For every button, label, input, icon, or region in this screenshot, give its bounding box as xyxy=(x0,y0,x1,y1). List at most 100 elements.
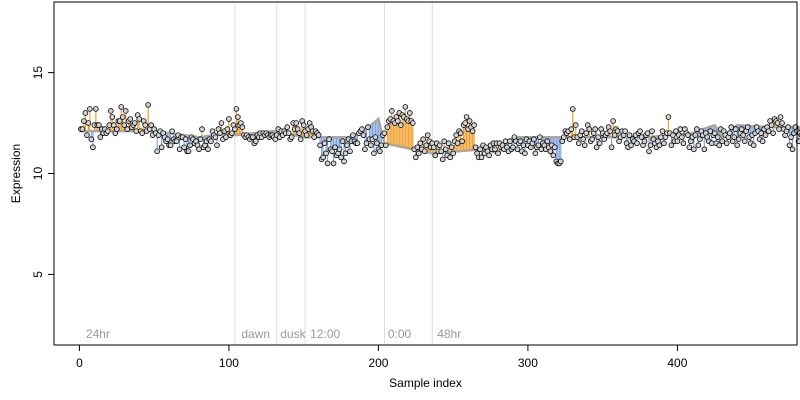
data-point xyxy=(199,126,205,132)
data-point xyxy=(223,134,229,140)
data-point xyxy=(628,142,634,149)
data-point xyxy=(106,122,113,128)
data-point xyxy=(448,144,455,151)
data-point xyxy=(768,122,775,128)
data-point xyxy=(250,134,256,140)
data-point xyxy=(762,132,769,138)
data-point xyxy=(409,120,416,126)
data-point xyxy=(502,138,509,145)
data-point xyxy=(324,160,331,167)
data-point xyxy=(224,126,231,132)
time-annotation: dusk xyxy=(280,327,306,341)
data-point xyxy=(133,128,140,134)
data-point xyxy=(214,142,220,149)
data-point xyxy=(131,120,138,126)
data-point xyxy=(423,142,430,149)
data-point xyxy=(741,138,748,145)
data-point xyxy=(389,108,395,114)
data-point xyxy=(212,134,219,140)
data-point xyxy=(459,138,465,145)
y-tick-label: 5 xyxy=(31,271,45,278)
data-point xyxy=(330,160,337,167)
y-tick-label: 10 xyxy=(31,167,45,181)
data-point xyxy=(535,142,542,149)
data-point xyxy=(142,122,148,128)
data-point xyxy=(670,132,676,138)
data-point xyxy=(124,126,131,132)
data-point xyxy=(439,156,446,163)
data-point xyxy=(596,140,603,147)
data-point xyxy=(336,146,343,153)
data-point xyxy=(649,128,655,134)
data-point xyxy=(85,120,92,126)
data-point xyxy=(638,134,645,140)
data-point xyxy=(350,132,356,138)
data-point xyxy=(770,130,776,136)
data-point xyxy=(537,134,543,140)
data-point xyxy=(372,134,379,140)
data-point xyxy=(665,114,672,120)
data-point xyxy=(197,136,204,143)
data-point xyxy=(714,134,721,140)
data-point xyxy=(342,150,349,157)
data-point xyxy=(196,146,202,153)
data-point xyxy=(575,140,582,147)
data-point xyxy=(81,118,87,124)
time-annotation: 24hr xyxy=(86,327,110,341)
data-point xyxy=(532,150,539,157)
data-point xyxy=(363,140,370,147)
data-point xyxy=(614,128,621,134)
data-point xyxy=(472,144,479,151)
data-point xyxy=(441,138,447,145)
data-point xyxy=(522,150,528,157)
data-point xyxy=(637,128,643,134)
data-point xyxy=(457,130,464,136)
data-point xyxy=(326,136,332,143)
data-point xyxy=(695,142,702,149)
x-tick-label: 300 xyxy=(518,356,538,370)
data-point xyxy=(719,138,726,145)
data-point xyxy=(414,144,421,151)
data-point xyxy=(679,134,685,140)
data-point xyxy=(592,126,598,132)
data-point xyxy=(395,118,401,124)
data-point xyxy=(84,132,90,138)
time-dividers xyxy=(234,2,433,345)
data-point xyxy=(656,142,663,149)
data-point xyxy=(701,146,708,153)
data-point xyxy=(716,142,723,149)
data-point xyxy=(315,132,322,138)
time-annotation: dawn xyxy=(241,327,270,341)
data-point xyxy=(88,136,95,143)
data-point xyxy=(641,138,648,145)
data-point xyxy=(557,158,564,165)
data-point xyxy=(145,102,151,108)
data-point xyxy=(744,124,751,130)
data-point xyxy=(383,142,389,149)
data-point xyxy=(371,150,377,157)
data-point xyxy=(365,124,371,130)
data-point xyxy=(122,108,129,114)
data-point xyxy=(774,120,781,126)
data-point xyxy=(740,132,746,138)
data-point xyxy=(116,118,123,124)
data-point xyxy=(560,134,567,140)
data-point xyxy=(344,142,350,149)
data-point xyxy=(239,124,246,130)
data-point xyxy=(708,140,715,147)
data-point xyxy=(164,136,171,143)
data-point xyxy=(442,146,449,153)
data-point xyxy=(583,130,590,136)
data-point xyxy=(181,144,187,151)
data-point xyxy=(510,144,516,151)
data-point xyxy=(566,136,573,143)
data-point xyxy=(677,126,684,132)
data-point xyxy=(79,126,86,132)
data-point xyxy=(321,140,328,147)
time-annotations: 24hr dawn dusk 12:00 0:00 48hr xyxy=(86,327,461,341)
data-point xyxy=(578,128,585,134)
data-point xyxy=(218,120,225,126)
data-point xyxy=(586,126,592,132)
data-point xyxy=(347,148,353,155)
data-point xyxy=(520,142,527,149)
